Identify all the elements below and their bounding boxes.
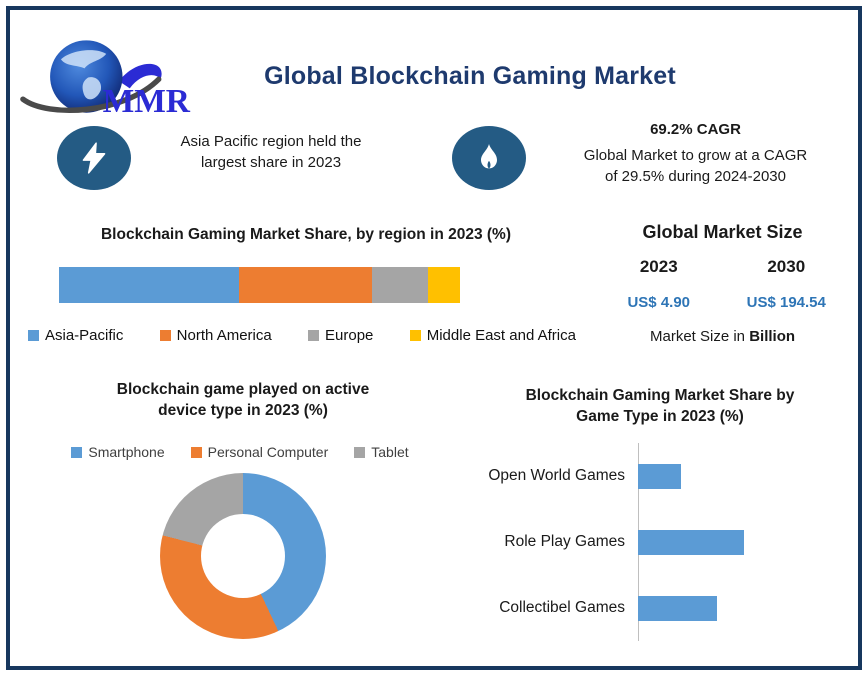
legend-swatch-icon: [71, 446, 83, 458]
gametype-bar: [638, 463, 682, 489]
market-value-2030: US$ 194.54: [746, 294, 826, 311]
region-bar-segment-0: [59, 267, 240, 303]
legend-label: Europe: [325, 327, 374, 344]
market-size-note: Market Size in Billion: [595, 328, 850, 345]
legend-swatch-icon: [159, 330, 171, 341]
legend-label: Personal Computer: [207, 444, 329, 460]
legend-item: Tablet: [354, 444, 409, 460]
gametype-row: Role Play Games: [455, 509, 855, 575]
page-title: Global Blockchain Gaming Market: [264, 62, 676, 90]
highlight-right-text: 69.2% CAGR Global Market to grow at a CA…: [543, 119, 848, 187]
gametype-title-line2: Game Type in 2023 (%): [576, 408, 744, 425]
legend-label: Asia-Pacific: [45, 327, 124, 344]
lightning-bolt-icon: [82, 142, 106, 174]
gametype-bar-label: Role Play Games: [504, 533, 625, 550]
gametype-bar-track: [638, 595, 855, 621]
gametype-row: Open World Games: [455, 443, 855, 509]
logo-swoosh: [20, 76, 162, 114]
legend-label: North America: [176, 327, 272, 344]
highlight-badge: [57, 126, 131, 190]
gametype-chart-title: Blockchain Gaming Market Share by Game T…: [465, 385, 855, 427]
device-title-line1: Blockchain game played on active: [116, 381, 370, 398]
market-size-title: Global Market Size: [642, 222, 803, 242]
device-donut-chart: [160, 473, 326, 639]
donut-hole: [201, 514, 285, 598]
logo-swoosh-tail: [118, 63, 162, 89]
highlight-badge: [452, 126, 526, 190]
legend-label: Middle East and Africa: [426, 327, 576, 344]
globe-continents: [60, 50, 107, 100]
legend-label: Smartphone: [88, 444, 165, 460]
highlight-right-line2: of 29.5% during 2024-2030: [605, 168, 786, 185]
logo-text: MMR: [103, 83, 191, 120]
legend-label: Tablet: [371, 444, 409, 460]
market-size-panel: Global Market Size 2023 2030 US$ 4.90 US…: [595, 222, 850, 345]
gametype-bar-track: [638, 529, 855, 555]
device-legend: Smartphone Personal Computer Tablet: [40, 444, 440, 460]
cagr-value: 69.2% CAGR: [650, 121, 741, 138]
region-legend: Asia-Pacific North America Europe Middle Ea…: [28, 327, 576, 344]
region-stacked-bar: [59, 267, 460, 303]
gametype-bar-chart: Open World Games Role Play Games Collectib…: [455, 443, 855, 641]
market-year-2023: 2023: [639, 257, 678, 276]
legend-swatch-icon: [190, 446, 202, 458]
mmr-logo: MMR: [20, 40, 191, 120]
gametype-bars: Open World Games Role Play Games Collectib…: [455, 443, 855, 641]
legend-swatch-icon: [308, 330, 320, 341]
market-value-2023: US$ 4.90: [627, 294, 691, 311]
gametype-bar-label: Collectibel Games: [499, 599, 625, 616]
gametype-bar-track: [638, 463, 855, 489]
market-size-values: US$ 4.90 US$ 194.54: [595, 294, 850, 311]
device-title-line2: device type in 2023 (%): [158, 402, 328, 419]
legend-item: Smartphone: [71, 444, 165, 460]
market-year-2030: 2030: [767, 257, 806, 276]
gametype-bar-label: Open World Games: [488, 467, 625, 484]
gametype-row: Collectibel Games: [455, 575, 855, 641]
legend-item: North America: [159, 327, 272, 344]
legend-item: Middle East and Africa: [409, 327, 576, 344]
legend-swatch-icon: [354, 446, 366, 458]
legend-item: Europe: [308, 327, 373, 344]
region-bar-segment-2: [371, 267, 428, 303]
gametype-bar: [638, 529, 744, 555]
legend-swatch-icon: [28, 330, 39, 341]
flame-icon: [481, 144, 497, 169]
gametype-title-line1: Blockchain Gaming Market Share by: [525, 387, 795, 404]
region-chart-title: Blockchain Gaming Market Share, by regio…: [100, 226, 511, 243]
market-size-years: 2023 2030: [595, 257, 850, 277]
region-bar-segment-3: [427, 267, 460, 303]
market-note-unit: Billion: [749, 328, 796, 345]
legend-swatch-icon: [409, 330, 421, 341]
gametype-bar: [638, 595, 717, 621]
market-note-prefix: Market Size in: [649, 328, 750, 345]
legend-item: Asia-Pacific: [28, 327, 123, 344]
device-chart-title: Blockchain game played on active device …: [55, 379, 431, 421]
highlight-left-line1: Asia Pacific region held the: [180, 133, 362, 150]
highlight-left-line2: largest share in 2023: [200, 154, 342, 171]
region-bar-segment-1: [239, 267, 372, 303]
legend-item: Personal Computer: [190, 444, 329, 460]
highlight-left-text: Asia Pacific region held the largest sha…: [140, 131, 402, 173]
highlight-right-line1: Global Market to grow at a CAGR: [583, 147, 808, 164]
